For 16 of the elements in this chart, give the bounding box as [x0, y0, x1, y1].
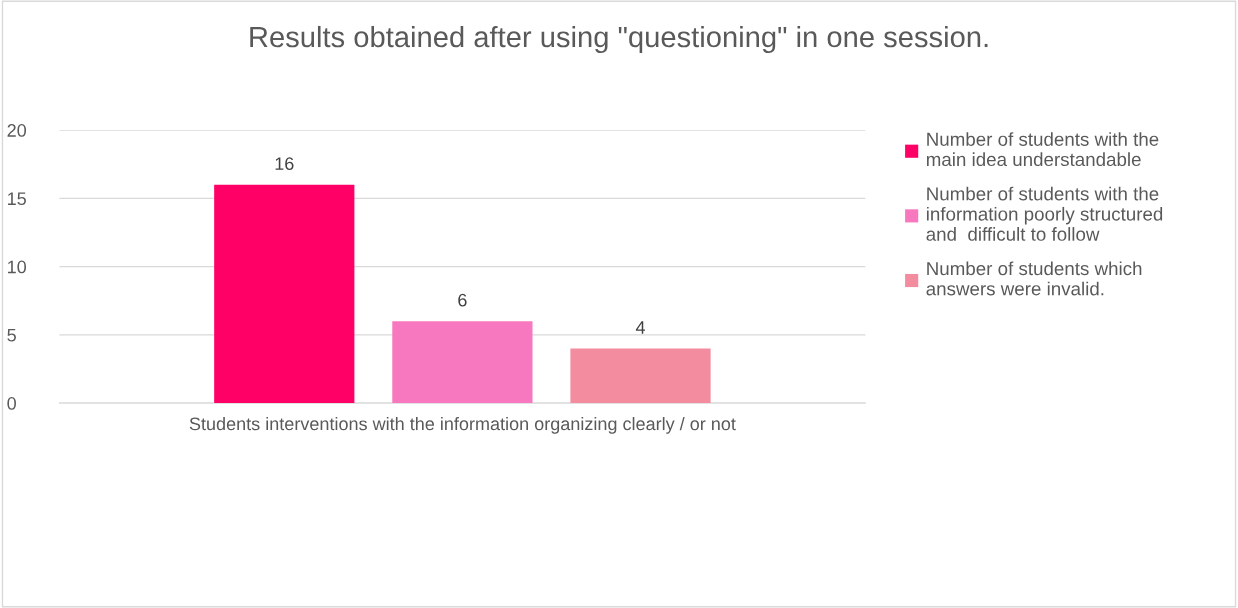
data-label: 6	[458, 293, 467, 307]
y-tick-label: 0	[7, 397, 16, 410]
x-tick-label: Students interventions with the information organizing clearly / or not	[189, 416, 736, 434]
legend-label: Number of students with the main idea understandable	[926, 132, 1159, 167]
y-tick-label: 10	[8, 260, 27, 274]
data-label: 16	[275, 157, 294, 171]
legend-label: Number of students with the information poorly structured and difficult to follow	[926, 186, 1163, 241]
y-tick-label: 5	[7, 328, 16, 342]
bar	[570, 348, 711, 404]
legend-label: Number of students which answers were invalid.	[926, 261, 1142, 296]
bar	[392, 321, 533, 404]
y-tick-label: 15	[8, 192, 26, 206]
chart-title: Results obtained after using "questioning" in one session.	[250, 25, 988, 54]
data-label: 4	[635, 321, 645, 334]
y-tick-label: 20	[7, 124, 27, 137]
bar	[214, 184, 355, 404]
